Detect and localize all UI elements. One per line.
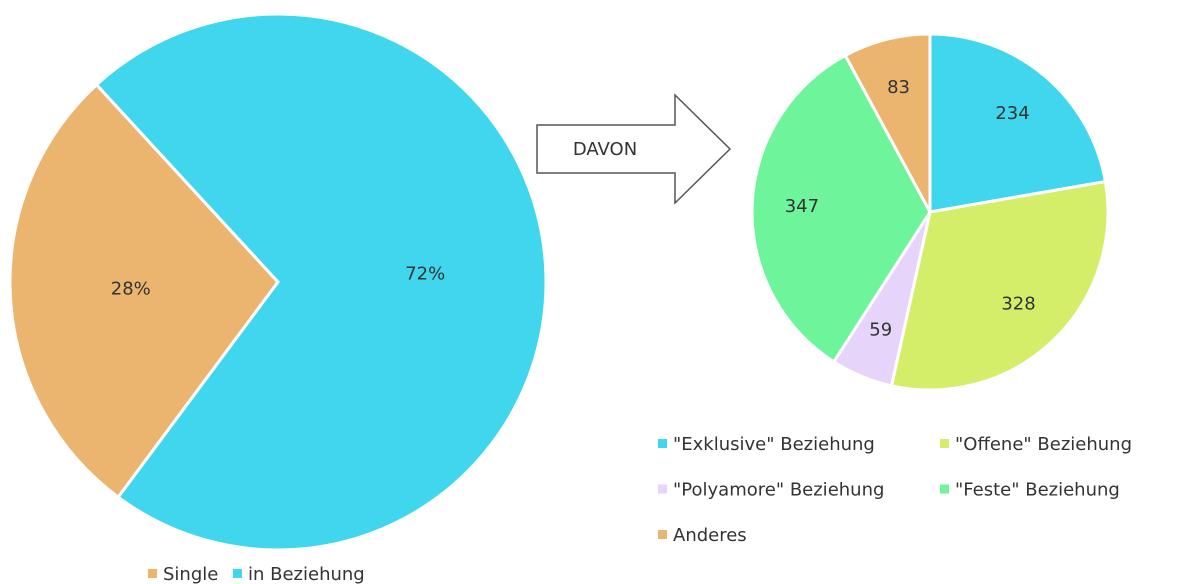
legend-swatch	[148, 569, 157, 578]
slice-label: 72%	[405, 263, 445, 284]
legend-label: "Offene" Beziehung	[955, 434, 1132, 455]
pie-slice	[94, 12, 548, 552]
legend-label: "Exklusive" Beziehung	[673, 434, 875, 455]
legend-swatch	[940, 439, 949, 448]
legend-swatch	[940, 484, 949, 494]
arrow-label: DAVON	[573, 139, 637, 160]
arrow	[536, 93, 732, 205]
legend-swatch	[658, 530, 667, 539]
pie-slice	[843, 32, 932, 213]
pie-slice	[889, 179, 1110, 392]
pie-slice	[928, 32, 1108, 214]
legend-label: Single	[163, 564, 218, 584]
slice-label: 347	[785, 196, 819, 217]
slice-label: 59	[869, 319, 892, 340]
legend-label: Anderes	[673, 525, 747, 546]
legend-swatch	[658, 484, 667, 494]
legend-swatch	[658, 439, 667, 448]
slice-label: 234	[995, 103, 1029, 124]
slice-label: 83	[887, 77, 910, 98]
legend-label: "Polyamore" Beziehung	[673, 480, 884, 501]
legend-label: in Beziehung	[248, 564, 365, 584]
legend-swatch	[233, 569, 242, 578]
slice-label: 28%	[111, 279, 151, 300]
pie-slice	[8, 82, 280, 500]
slice-label: 328	[1001, 294, 1035, 315]
legend-label: "Feste" Beziehung	[955, 480, 1120, 501]
